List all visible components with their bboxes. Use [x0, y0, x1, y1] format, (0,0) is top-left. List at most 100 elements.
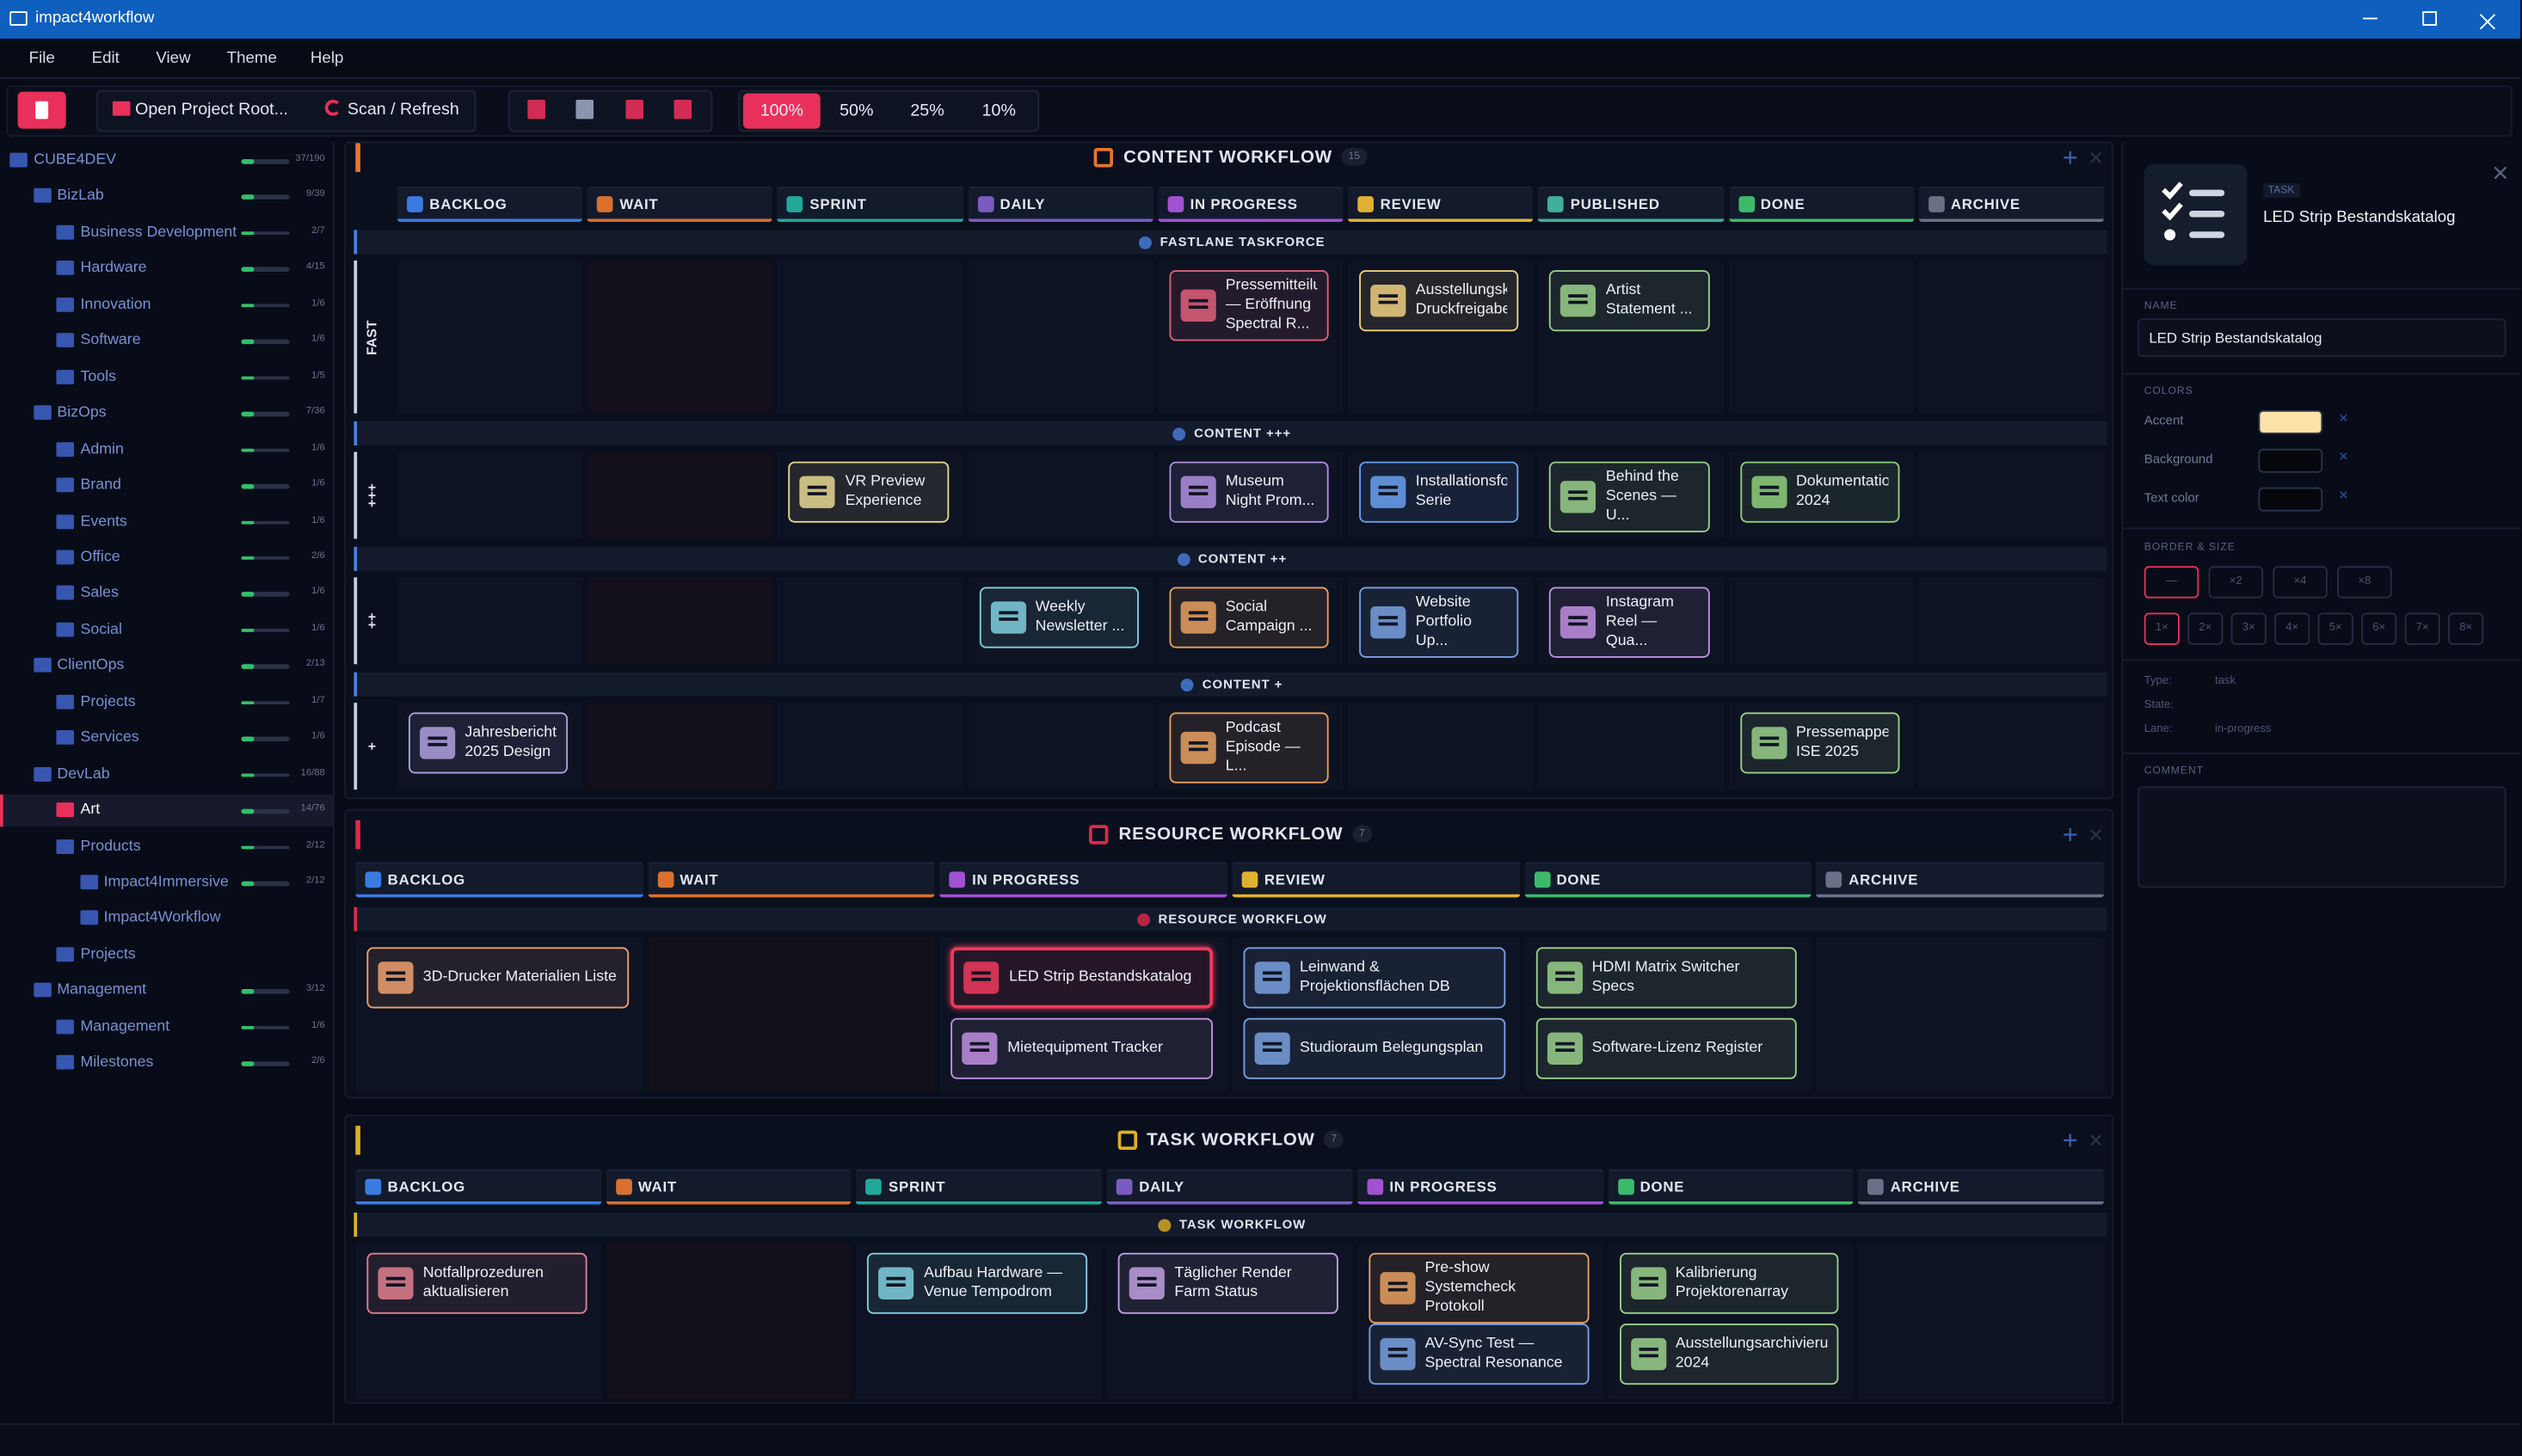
card[interactable]: Software-Lizenz Register	[1535, 1017, 1798, 1079]
size-option[interactable]: 3×	[2230, 612, 2267, 645]
edit-icon-button[interactable]	[527, 99, 545, 120]
tree-item[interactable]: Social 1/6	[0, 614, 333, 646]
board-controls[interactable]	[2060, 146, 2108, 165]
tree-item[interactable]: Business Development 2/7	[0, 217, 333, 249]
card[interactable]: Podcast Episode — L...	[1169, 712, 1329, 783]
card[interactable]: Instagram Reel — Qua...	[1549, 587, 1709, 658]
zoom-button[interactable]: 100%	[742, 93, 821, 129]
tree-item[interactable]: Services 1/6	[0, 722, 333, 754]
border-option[interactable]: ×4	[2273, 566, 2328, 599]
card[interactable]: HDMI Matrix Switcher Specs	[1535, 947, 1798, 1009]
tree-item[interactable]: Milestones 2/6	[0, 1047, 333, 1079]
size-option[interactable]: 6×	[2361, 612, 2397, 645]
card[interactable]: Pressemitteilung — Eröffnung Spectral R.…	[1169, 270, 1329, 341]
size-option[interactable]: 2×	[2187, 612, 2224, 645]
color-clear[interactable]: ×	[2338, 409, 2348, 428]
card[interactable]: 3D-Drucker Materialien Liste	[366, 947, 629, 1009]
edit-icon-button[interactable]	[625, 99, 643, 120]
card[interactable]: Mietequipment Tracker	[950, 1017, 1213, 1079]
inspector-close[interactable]	[2494, 159, 2508, 180]
tree-item[interactable]: Sales 1/6	[0, 578, 333, 610]
edit-icon-button[interactable]	[674, 99, 692, 120]
card[interactable]: Artist Statement ...	[1549, 270, 1709, 332]
menu-item[interactable]: File	[28, 49, 55, 68]
card[interactable]: Leinwand & Projektionsflächen DB	[1243, 947, 1505, 1009]
scan-button[interactable]: Scan / Refresh	[347, 99, 459, 120]
color-swatch[interactable]	[2258, 448, 2323, 473]
card[interactable]: Studioraum Belegungsplan	[1243, 1017, 1505, 1079]
menu-item[interactable]: Theme	[226, 49, 277, 68]
edit-icon-button[interactable]	[575, 99, 594, 120]
menu-item[interactable]: Help	[310, 49, 344, 68]
card[interactable]: Jahresbericht 2025 Design	[408, 712, 569, 774]
tree-item[interactable]: Management 3/12	[0, 975, 333, 1007]
menu-item[interactable]: View	[156, 49, 191, 68]
card[interactable]: Notfallprozeduren aktualisieren	[366, 1252, 587, 1314]
open-button[interactable]: Open Project Root...	[135, 99, 288, 120]
card[interactable]: AV-Sync Test — Spectral Resonance	[1369, 1324, 1589, 1385]
tree-item[interactable]: Management 1/6	[0, 1011, 333, 1043]
menu-item[interactable]: Edit	[91, 49, 120, 68]
tree-item[interactable]: Brand 1/6	[0, 470, 333, 501]
tree-item[interactable]: Admin 1/6	[0, 433, 333, 465]
card[interactable]: Pre-show Systemcheck Protokoll	[1369, 1252, 1589, 1324]
zoom-button[interactable]: 10%	[965, 93, 1033, 128]
color-clear[interactable]: ×	[2338, 448, 2348, 467]
card[interactable]: Ausstellungsarchivierung 2024	[1619, 1324, 1839, 1385]
name-field[interactable]: LED Strip Bestandskatalog	[2138, 318, 2507, 358]
card[interactable]: Museum Night Prom...	[1169, 461, 1329, 523]
card[interactable]: Kalibrierung Projektorenarray	[1619, 1252, 1839, 1314]
tree-item[interactable]: BizOps 7/36	[0, 397, 333, 429]
border-option[interactable]: —	[2144, 566, 2199, 599]
card[interactable]: Ausstellungskatalog Druckfreigabe	[1359, 270, 1519, 332]
board-controls[interactable]	[2060, 823, 2108, 842]
tree-item[interactable]: BizLab 9/39	[0, 181, 333, 212]
comment-field[interactable]	[2138, 786, 2507, 888]
tree-item[interactable]: Events 1/6	[0, 506, 333, 538]
card[interactable]: Weekly Newsletter ...	[979, 587, 1139, 648]
tree-item[interactable]: Hardware 4/15	[0, 253, 333, 285]
minimize-button[interactable]	[2363, 17, 2377, 20]
size-option[interactable]: 8×	[2448, 612, 2484, 645]
tree-item[interactable]: Software 1/6	[0, 325, 333, 357]
card[interactable]: LED Strip Bestandskatalog	[950, 947, 1213, 1009]
card[interactable]: Aufbau Hardware — Venue Tempodrom	[867, 1252, 1088, 1314]
border-option[interactable]: ×8	[2337, 566, 2392, 599]
size-option[interactable]: 5×	[2317, 612, 2353, 645]
border-option[interactable]: ×2	[2208, 566, 2264, 599]
progress-track	[241, 628, 290, 633]
tree-item[interactable]: Impact4Workflow	[0, 903, 333, 935]
card[interactable]: Dokumentationsfilm 2024	[1739, 461, 1900, 523]
tree-item[interactable]: Projects 1/7	[0, 686, 333, 718]
card[interactable]: Installationsfoto-Serie	[1359, 461, 1519, 523]
card[interactable]: Pressemappe ISE 2025	[1739, 712, 1900, 774]
card[interactable]: Täglicher Render Farm Status	[1117, 1252, 1338, 1314]
zoom-button[interactable]: 25%	[893, 93, 962, 128]
tree-item[interactable]: Impact4Immersive 2/12	[0, 867, 333, 899]
color-swatch[interactable]	[2258, 487, 2323, 512]
board-controls[interactable]	[2060, 1129, 2108, 1148]
tree-item[interactable]: Art 14/76	[0, 794, 334, 827]
tree-item[interactable]: ClientOps 2/13	[0, 650, 333, 682]
tree-item[interactable]: Projects	[0, 939, 333, 971]
color-swatch[interactable]	[2258, 409, 2323, 434]
tree-item[interactable]: Office 2/6	[0, 542, 333, 574]
size-option[interactable]: 4×	[2274, 612, 2310, 645]
card[interactable]: VR Preview Experience	[789, 461, 949, 523]
card[interactable]: Behind the Scenes — U...	[1549, 461, 1709, 532]
size-option[interactable]: 1×	[2144, 612, 2180, 645]
close-button[interactable]	[2479, 9, 2497, 30]
sidebar-toggle[interactable]	[17, 91, 66, 129]
tree-item[interactable]: Innovation 1/6	[0, 289, 333, 321]
card[interactable]: Website Portfolio Up...	[1359, 587, 1519, 658]
zoom-button[interactable]: 50%	[823, 93, 889, 128]
tree-item[interactable]: Products 2/12	[0, 831, 333, 863]
tree-item[interactable]: Tools 1/5	[0, 361, 333, 393]
card[interactable]: Social Campaign ...	[1169, 587, 1329, 648]
maximize-button[interactable]	[2422, 11, 2438, 26]
size-option[interactable]: 7×	[2404, 612, 2440, 645]
tree-item[interactable]: DevLab 16/88	[0, 759, 333, 790]
tree-item[interactable]: CUBE4DEV 37/190	[0, 144, 333, 176]
progress-track	[241, 808, 290, 814]
color-clear[interactable]: ×	[2338, 487, 2348, 506]
